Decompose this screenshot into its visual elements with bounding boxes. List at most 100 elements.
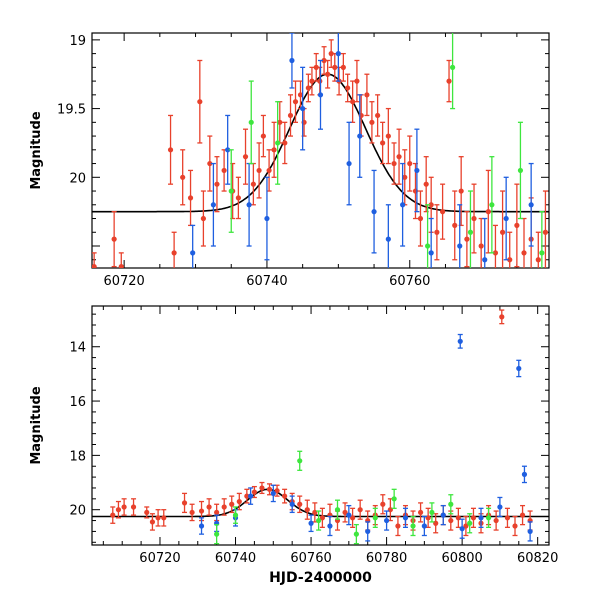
top-panel: 60720 60740 60760 19 19.5 20 Magnitude (29, 32, 550, 289)
data-point (425, 243, 431, 249)
data-point (92, 264, 97, 268)
data-point (457, 338, 463, 344)
data-point (471, 215, 477, 222)
data-point (380, 501, 386, 507)
data-point (229, 501, 235, 507)
data-point (167, 147, 174, 153)
data-point (489, 202, 495, 208)
plot-frame (91, 32, 550, 269)
data-point (470, 515, 477, 521)
data-point (539, 250, 545, 256)
series-2 (214, 450, 492, 545)
data-point (512, 523, 518, 529)
data-point (463, 523, 469, 529)
data-point (287, 112, 294, 119)
y-tick-label: 14 (69, 341, 86, 356)
data-point (260, 133, 266, 139)
data-point (482, 257, 488, 263)
data-point (428, 202, 434, 208)
data-point (519, 512, 526, 518)
data-point (499, 314, 505, 320)
bottom-panel: 60720 60740 60760 60780 60800 60820 14 16 18 20 Ma… (29, 305, 558, 586)
data-point (402, 174, 408, 180)
data-point (236, 498, 242, 505)
x-tick-label: 60740 (215, 551, 256, 566)
data-point (187, 195, 194, 201)
data-point (190, 250, 196, 256)
data-point (282, 140, 288, 146)
y-tick-label: 19 (69, 34, 86, 49)
data-point (372, 515, 378, 521)
data-point (181, 500, 188, 506)
data-point (242, 154, 249, 160)
data-point (417, 215, 424, 222)
data-point (434, 229, 440, 235)
y-tick-label: 20 (69, 171, 86, 186)
data-point (121, 504, 127, 510)
data-point (289, 501, 295, 507)
data-point (332, 64, 338, 70)
data-point (115, 507, 122, 513)
data-point (289, 57, 295, 64)
data-point (149, 519, 156, 525)
data-point (440, 512, 446, 518)
data-point (250, 181, 256, 187)
data-point (369, 119, 375, 125)
data-point (244, 493, 250, 499)
data-point (221, 167, 227, 174)
data-point (410, 523, 416, 529)
data-point (259, 485, 265, 491)
data-point (297, 458, 303, 464)
data-point (521, 471, 528, 477)
data-point (228, 188, 234, 194)
data-point (198, 508, 205, 514)
plot-frame (91, 305, 550, 546)
data-point (391, 496, 397, 502)
data-point (342, 509, 348, 516)
data-point (354, 78, 360, 84)
data-point (457, 243, 463, 249)
plot-area (92, 309, 549, 545)
data-point (448, 517, 454, 524)
data-point (214, 509, 220, 516)
data-point (417, 509, 424, 516)
data-point (448, 501, 454, 507)
data-point (504, 515, 511, 521)
data-point (111, 236, 117, 242)
series-1 (190, 33, 534, 268)
data-point (514, 222, 520, 228)
data-point (375, 112, 381, 119)
data-point (497, 504, 503, 510)
data-point (256, 167, 262, 174)
data-point (414, 167, 420, 174)
data-point (407, 160, 413, 167)
series-0 (110, 309, 533, 537)
data-point (357, 507, 363, 513)
data-point (440, 209, 446, 215)
data-point (492, 250, 499, 256)
data-point (180, 174, 186, 180)
data-point (275, 140, 281, 146)
x-tick-label: 60720 (139, 551, 180, 566)
data-point (313, 64, 319, 70)
y-tick-label: 19.5 (57, 103, 86, 118)
data-point (391, 160, 397, 167)
data-point (297, 501, 303, 507)
data-point (380, 140, 386, 146)
data-point (335, 51, 341, 57)
data-point (423, 181, 429, 187)
data-point (274, 488, 280, 494)
data-point (198, 523, 205, 529)
data-point (214, 181, 220, 187)
data-point (493, 517, 499, 524)
data-point (350, 515, 356, 521)
x-tick-label: 60760 (389, 274, 430, 289)
data-point (350, 99, 356, 105)
data-point (385, 236, 391, 242)
data-point (297, 92, 304, 98)
y-tick-label: 20 (69, 504, 86, 519)
data-point (503, 215, 509, 222)
data-point (340, 64, 346, 70)
x-tick-label: 60780 (366, 551, 407, 566)
